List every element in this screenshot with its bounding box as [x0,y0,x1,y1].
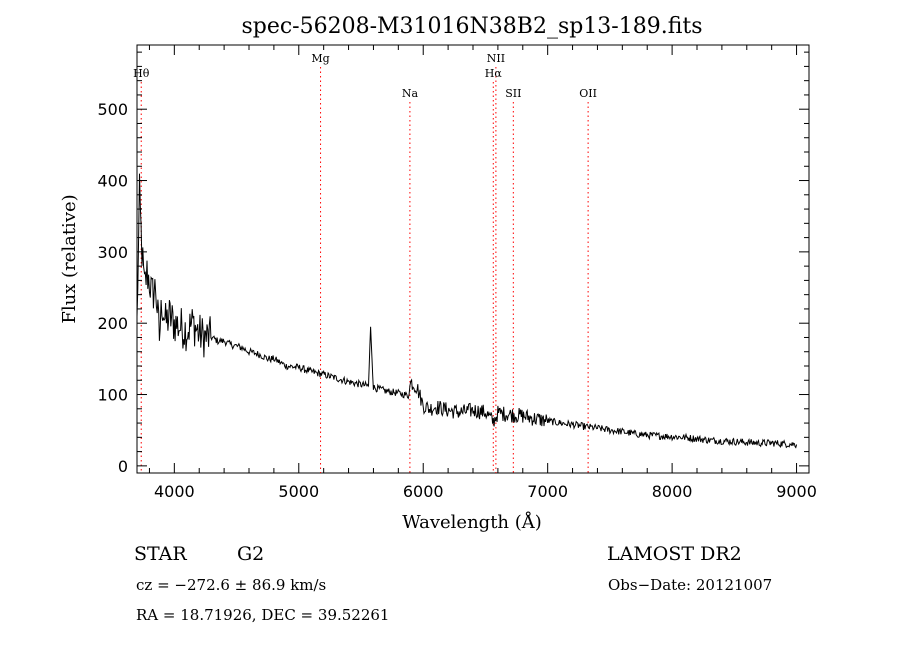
y-tick-label: 0 [118,457,128,476]
x-tick-label: 7000 [527,482,568,501]
x-tick-label: 4000 [154,482,195,501]
x-tick-label: 6000 [403,482,444,501]
y-tick-label: 500 [97,100,128,119]
y-tick-label: 300 [97,243,128,262]
y-tick-label: 200 [97,314,128,333]
spectral-line-label: NII [487,52,505,65]
y-axis-label: Flux (relative) [59,194,80,323]
x-axis-label: Wavelength (Å) [402,511,542,533]
y-tick-label: 100 [97,386,128,405]
class-label: STAR [134,543,187,565]
x-tick-label: 9000 [776,482,817,501]
coords-label: RA = 18.71926, DEC = 39.52261 [136,606,389,624]
spectral-line-label: OII [579,87,597,100]
cz-label: cz = −272.6 ± 86.9 km/s [136,576,326,594]
obs-date-label: Obs−Date: 20121007 [608,576,772,594]
spectral-line-label: Hα [485,67,503,80]
chart-title: spec-56208-M31016N38B2_sp13-189.fits [241,14,702,39]
survey-label: LAMOST DR2 [607,543,742,565]
x-tick-label: 8000 [652,482,693,501]
plot-frame [136,44,810,474]
spectral-line-label: Na [402,87,419,100]
spectral-line-label: Mg [311,52,329,65]
y-tick-label: 400 [97,172,128,191]
spectral-line-label: Hθ [133,67,150,80]
spectral-line-label: SII [505,87,521,100]
subclass-label: G2 [237,543,264,565]
axis-ticks: 4000 5000 6000 7000 8000 9000 0 100 200 300 400 500 [97,45,817,501]
spectrum-series [136,173,798,449]
x-tick-label: 5000 [278,482,319,501]
